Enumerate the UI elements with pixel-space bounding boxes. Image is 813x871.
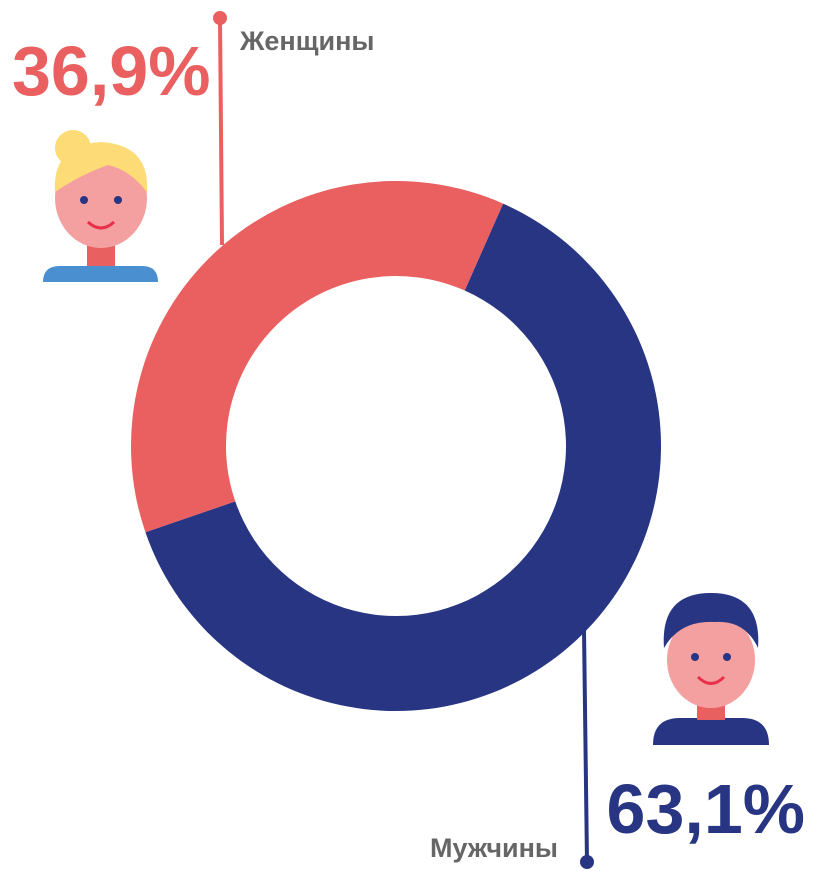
leader-dot bbox=[213, 11, 227, 25]
man-avatar bbox=[653, 593, 769, 745]
leader-line bbox=[582, 629, 589, 863]
value-label: 36,9% bbox=[12, 32, 210, 110]
category-label: Мужчины bbox=[430, 833, 558, 863]
category-label: Женщины bbox=[239, 26, 374, 56]
donut-segment bbox=[145, 203, 661, 711]
leader-dot bbox=[580, 855, 594, 869]
leader-line bbox=[218, 17, 224, 246]
donut-segment bbox=[130, 180, 504, 533]
value-label: 63,1% bbox=[607, 770, 805, 848]
woman-avatar bbox=[43, 130, 158, 282]
